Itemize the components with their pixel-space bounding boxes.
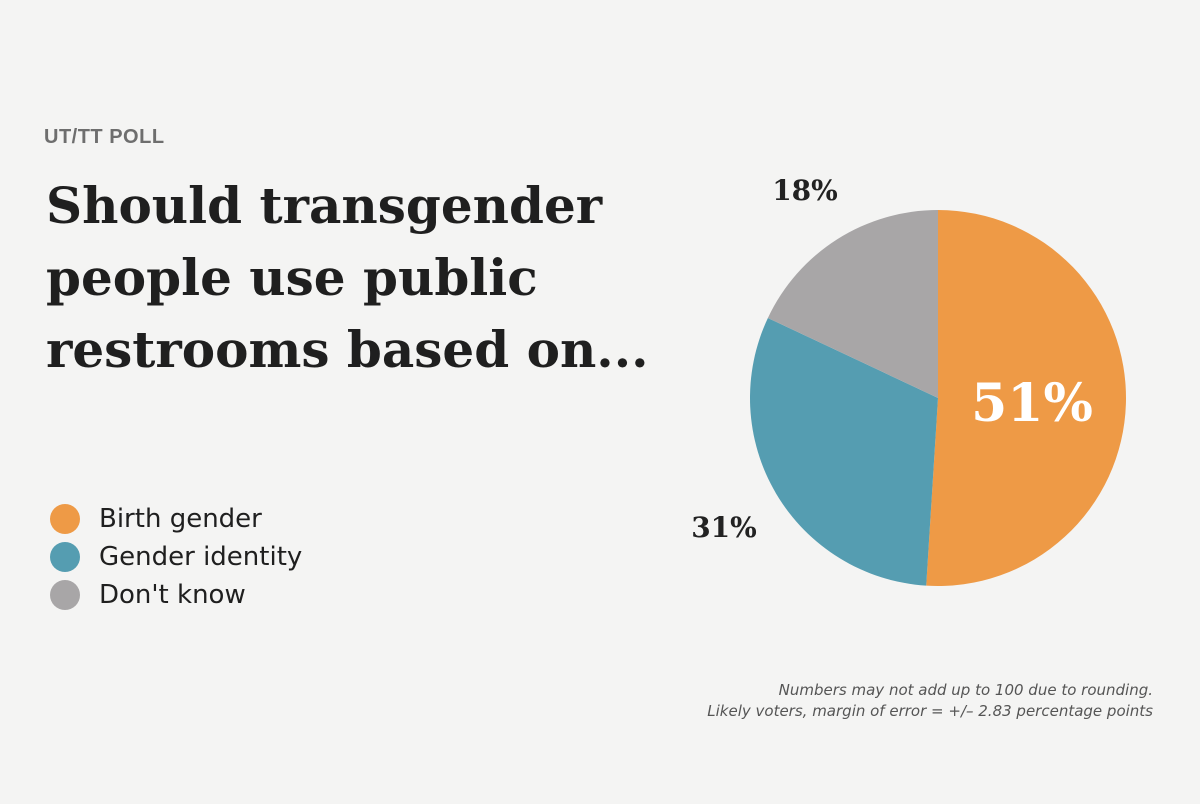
legend-swatch xyxy=(50,504,80,534)
poll-kicker: UT/TT POLL xyxy=(44,126,165,148)
data-label-birth-gender: 51% xyxy=(971,373,1093,434)
note-rounding: Numbers may not add up to 100 due to rou… xyxy=(778,681,1153,699)
slice-birth-gender xyxy=(926,209,1127,586)
note-margin-of-error: Likely voters, margin of error = +/– 2.8… xyxy=(707,702,1153,720)
legend-item-dont-know: Don't know xyxy=(50,576,302,614)
slice-dont-know xyxy=(767,210,938,398)
chart-legend: Birth gender Gender identity Don't know xyxy=(50,500,302,614)
legend-label: Gender identity xyxy=(99,542,303,572)
legend-item-gender-identity: Gender identity xyxy=(50,538,302,576)
legend-swatch xyxy=(50,580,80,610)
legend-label: Birth gender xyxy=(99,504,262,534)
chart-notes: Numbers may not add up to 100 due to rou… xyxy=(707,680,1153,722)
slice-gender-identity xyxy=(750,317,938,586)
legend-item-birth-gender: Birth gender xyxy=(50,500,302,538)
page-title: Should transgender people use public res… xyxy=(46,176,649,379)
data-label-gender-identity: 31% xyxy=(691,511,757,544)
data-label-dont-know: 18% xyxy=(772,174,838,207)
legend-swatch xyxy=(50,542,80,572)
legend-label: Don't know xyxy=(99,580,246,610)
